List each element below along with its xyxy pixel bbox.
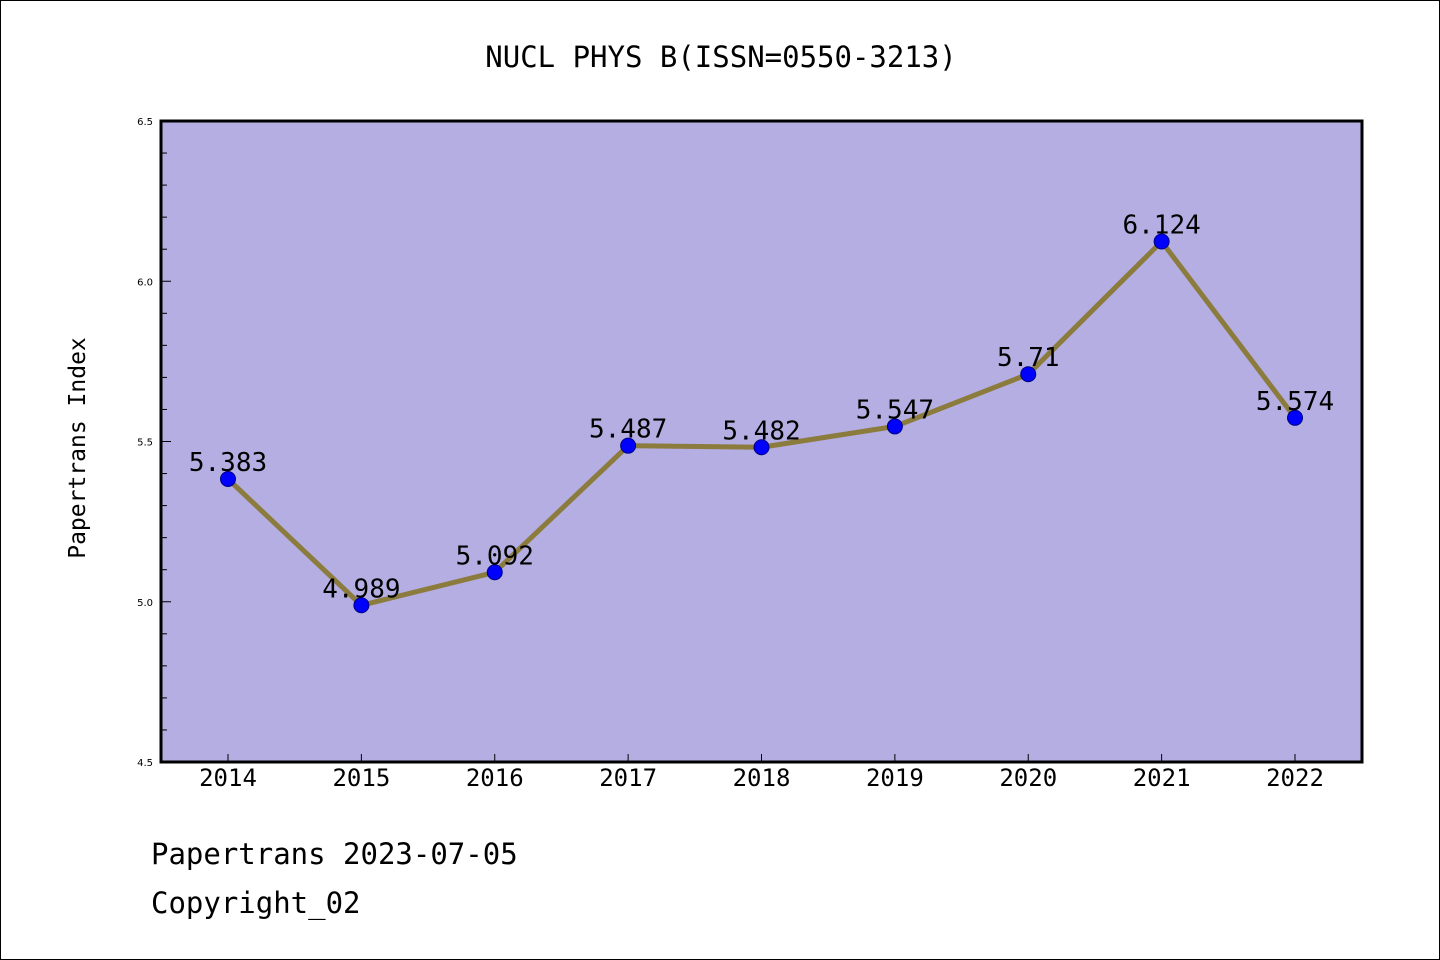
x-tick-label: 2018 <box>733 764 791 792</box>
footer-date: Papertrans 2023-07-05 <box>151 837 518 871</box>
data-label: 5.482 <box>722 416 800 446</box>
x-tick-label: 2021 <box>1133 764 1191 792</box>
data-point <box>753 439 770 456</box>
data-label: 5.487 <box>589 415 667 445</box>
data-label: 5.092 <box>456 541 534 571</box>
data-point <box>1287 409 1303 426</box>
footer-copyright: Copyright_02 <box>151 886 361 920</box>
data-label: 6.124 <box>1122 211 1200 241</box>
data-label: 5.383 <box>189 448 267 478</box>
x-tick-label: 2016 <box>466 764 524 792</box>
data-label: 5.71 <box>997 343 1060 373</box>
x-tick-label: 2014 <box>199 764 257 792</box>
data-point <box>220 470 236 487</box>
x-axis: 2014 2015 2016 2017 2018 2019 2020 2021 2022 <box>199 754 1324 792</box>
data-point <box>353 597 370 614</box>
data-point <box>486 564 503 581</box>
data-label: 5.574 <box>1256 387 1334 417</box>
y-tick-label: 5.5 <box>137 438 153 449</box>
data-label: 4.989 <box>322 574 400 604</box>
y-tick-label: 6.0 <box>137 277 153 288</box>
x-tick-label: 2022 <box>1266 764 1324 792</box>
chart-title: NUCL PHYS B(ISSN=0550-3213) <box>485 40 956 74</box>
data-label: 5.547 <box>856 395 934 425</box>
data-point <box>1153 233 1170 250</box>
x-tick-label: 2017 <box>599 764 657 792</box>
data-labels: 5.383 4.989 5.092 5.487 5.482 5.547 5.71 6.124 5… <box>189 211 1334 605</box>
data-markers <box>220 233 1303 614</box>
y-tick-label: 6.5 <box>137 117 153 128</box>
x-tick-label: 2020 <box>999 764 1057 792</box>
x-tick-label: 2019 <box>866 764 924 792</box>
x-tick-label: 2015 <box>332 764 390 792</box>
data-point <box>1020 366 1037 383</box>
data-point <box>620 437 637 454</box>
plot-frame <box>159 119 1364 764</box>
y-tick-label: 5.0 <box>137 598 153 609</box>
y-tick-label: 4.5 <box>137 758 153 769</box>
data-point <box>886 418 903 435</box>
y-axis-label: Papertrans Index <box>65 337 91 559</box>
